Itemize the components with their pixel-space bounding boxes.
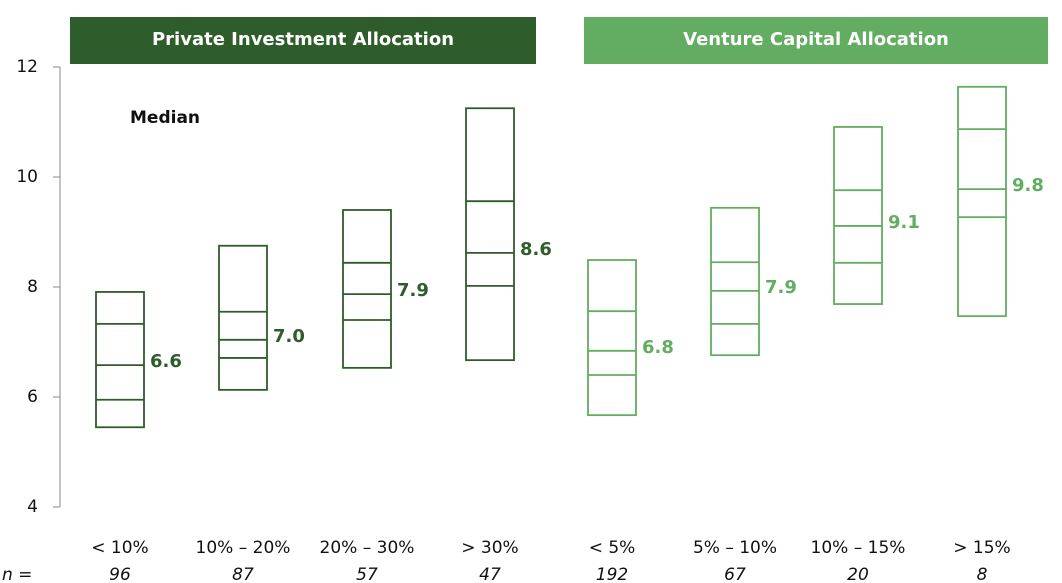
x-tick-label: 10% – 20% bbox=[196, 538, 291, 558]
box bbox=[218, 244, 268, 391]
value-label: 7.0 bbox=[273, 326, 305, 347]
n-value: 20 bbox=[847, 565, 869, 583]
n-value: 192 bbox=[596, 565, 628, 583]
n-value: 96 bbox=[109, 565, 131, 583]
x-tick-label: 20% – 30% bbox=[320, 538, 415, 558]
value-label: 9.1 bbox=[888, 212, 920, 233]
box bbox=[342, 209, 392, 369]
n-value: 67 bbox=[724, 565, 746, 583]
y-tick-label: 12 bbox=[16, 57, 38, 77]
annotation: Median bbox=[130, 108, 200, 128]
group-header bbox=[70, 17, 536, 64]
x-tick-label: < 5% bbox=[589, 538, 636, 558]
n-value: 87 bbox=[232, 565, 254, 583]
x-tick-label: 10% – 15% bbox=[811, 538, 906, 558]
x-tick-label: 5% – 10% bbox=[693, 538, 777, 558]
box bbox=[833, 126, 883, 305]
group-title: Private Investment Allocation bbox=[152, 29, 454, 50]
x-tick-label: > 30% bbox=[461, 538, 518, 558]
box bbox=[710, 206, 760, 357]
n-label: n = bbox=[2, 565, 32, 583]
group-header bbox=[584, 17, 1048, 64]
box bbox=[465, 107, 515, 362]
value-label: 6.8 bbox=[642, 337, 674, 358]
y-tick-label: 4 bbox=[27, 497, 38, 517]
value-label: 6.6 bbox=[150, 351, 182, 372]
n-value: 57 bbox=[356, 565, 378, 583]
box bbox=[587, 259, 637, 417]
value-label: 9.8 bbox=[1012, 175, 1044, 196]
value-label: 7.9 bbox=[397, 280, 429, 301]
value-label: 7.9 bbox=[765, 277, 797, 298]
y-tick-label: 10 bbox=[16, 167, 38, 187]
x-tick-label: > 15% bbox=[953, 538, 1010, 558]
n-value: 47 bbox=[479, 565, 501, 583]
box bbox=[95, 291, 145, 429]
box bbox=[957, 85, 1007, 318]
y-tick-label: 8 bbox=[27, 277, 38, 297]
value-label: 8.6 bbox=[520, 239, 552, 260]
n-value: 8 bbox=[977, 565, 988, 583]
y-tick-label: 6 bbox=[27, 387, 38, 407]
x-tick-label: < 10% bbox=[91, 538, 148, 558]
group-title: Venture Capital Allocation bbox=[683, 29, 949, 50]
